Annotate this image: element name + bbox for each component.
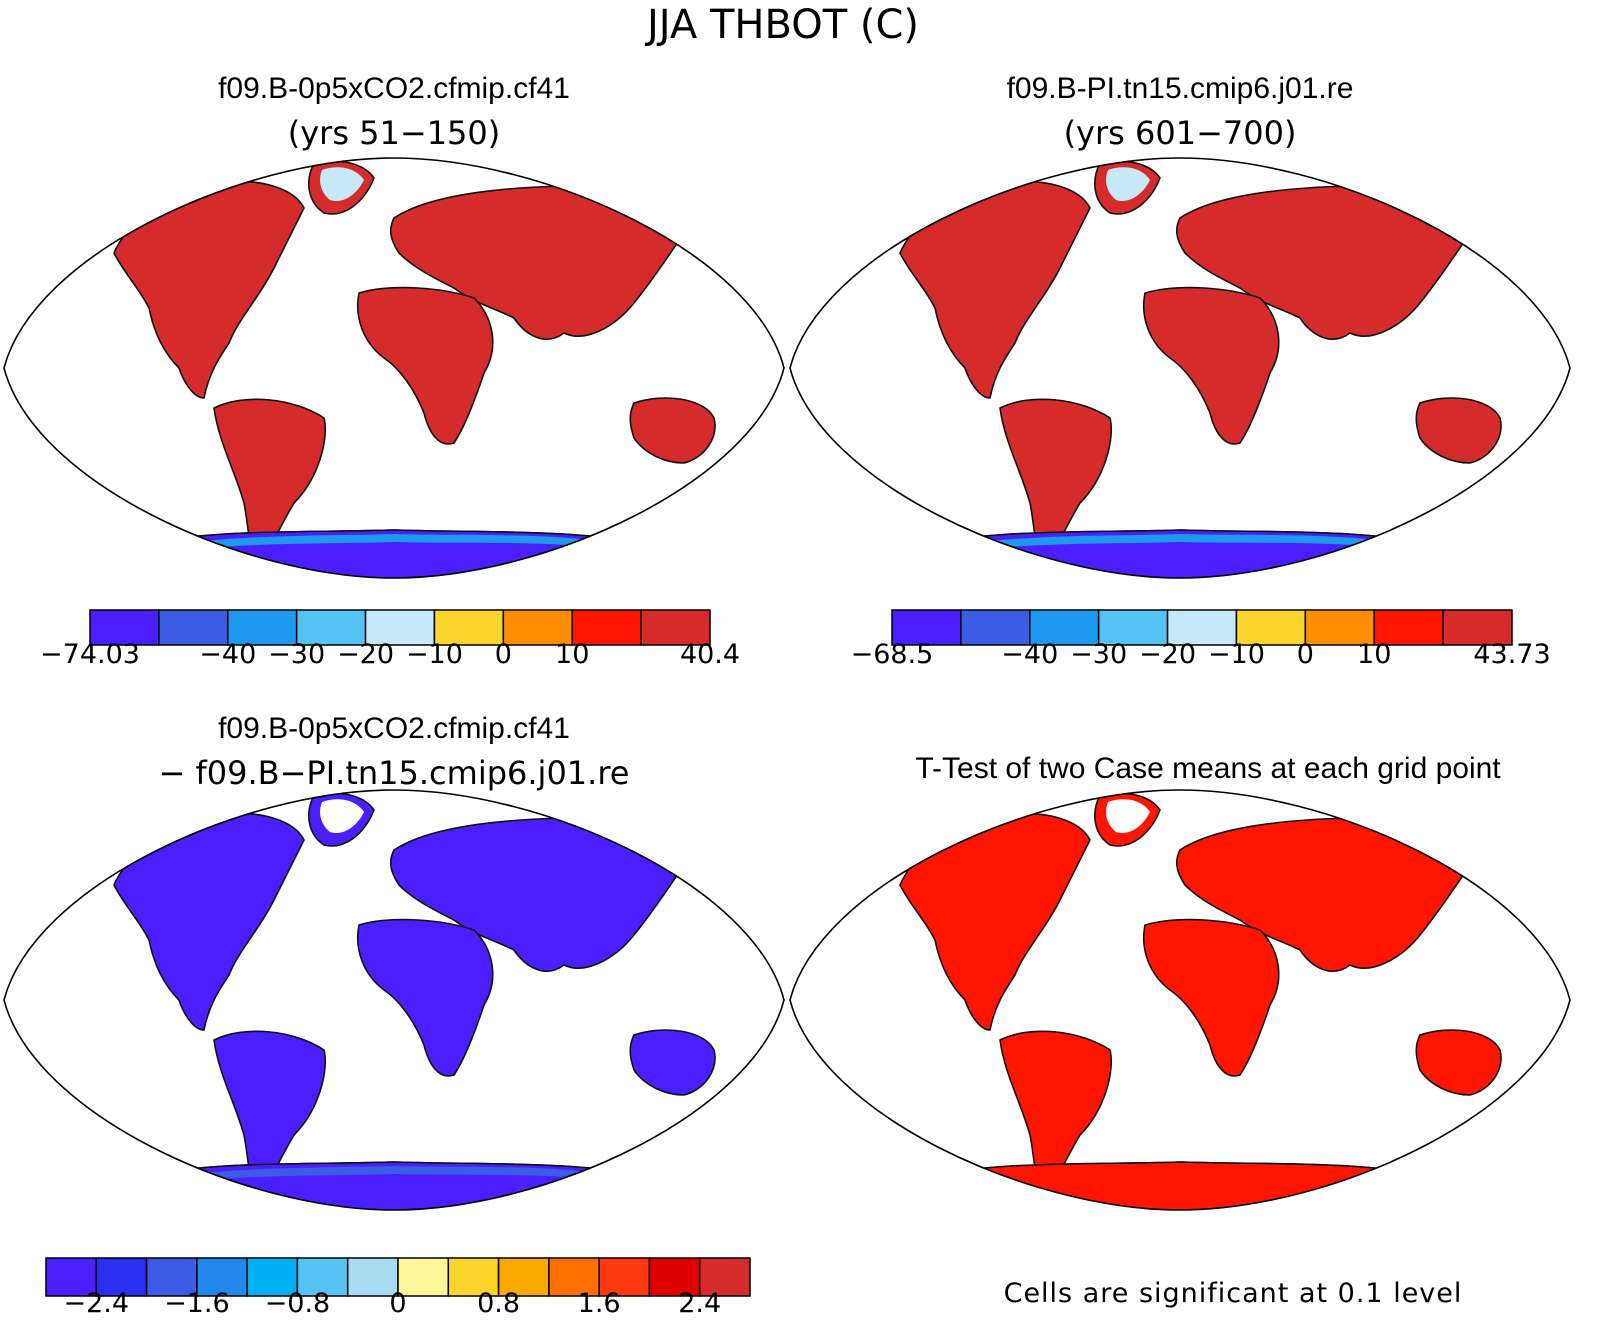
colorbar-cell [960, 609, 1031, 646]
colorbar-label: −10 [1208, 639, 1265, 670]
greenland-icecap [1106, 799, 1150, 834]
colorbar-label: 40.4 [680, 639, 740, 670]
colorbar-cell [497, 1257, 550, 1297]
colorbar-label: −2.4 [64, 1288, 130, 1319]
figure-title: JJA THBOT (C) [644, 2, 919, 48]
colorbar-diff: −2.4 −1.6 −0.8 0 0.8 1.6 2.4 [45, 1257, 751, 1319]
colorbar-label: −20 [337, 639, 394, 670]
colorbar-label: −30 [268, 639, 325, 670]
colorbar-label: −20 [1139, 639, 1196, 670]
panel-subtitle: − f09.B−PI.tn15.cmip6.j01.re [159, 754, 630, 792]
greenland-icecap [320, 167, 364, 202]
colorbar-cell [698, 1257, 751, 1297]
map-boundary [3, 157, 785, 579]
panel-case2: f09.B-PI.tn15.cmip6.j01.re (yrs 601−700) −… [789, 72, 1571, 670]
colorbar-label: −40 [1001, 639, 1058, 670]
map-case1 [3, 157, 785, 579]
colorbar-cell [1442, 609, 1513, 646]
colorbar-cell [89, 609, 160, 646]
antarctica-coast [184, 534, 624, 550]
colorbar-label: −68.5 [851, 639, 934, 670]
panel-title: f09.B-0p5xCO2.cfmip.cf41 [218, 72, 570, 105]
colorbar-label: −30 [1070, 639, 1127, 670]
colorbar-cell [1029, 609, 1100, 646]
colorbar-cell [640, 609, 711, 646]
map-boundary [789, 789, 1571, 1211]
map-diff [3, 789, 785, 1211]
colorbar-label: 10 [1357, 639, 1391, 670]
panel-title: f09.B-PI.tn15.cmip6.j01.re [1007, 72, 1354, 105]
colorbar-cell [1373, 609, 1444, 646]
greenland-icecap [1106, 167, 1150, 202]
colorbar-label: −40 [199, 639, 256, 670]
colorbar-label: 2.4 [678, 1288, 721, 1319]
colorbar-label: 0 [389, 1288, 406, 1319]
colorbar-cell [295, 609, 367, 646]
colorbar-label: 10 [555, 639, 589, 670]
colorbar-cell [95, 1257, 148, 1297]
map-ttest [789, 789, 1571, 1211]
colorbar-cell [598, 1257, 651, 1297]
antarctica-coast [970, 1166, 1410, 1182]
panel-case1: f09.B-0p5xCO2.cfmip.cf41 (yrs 51−150) −74.… [3, 72, 785, 670]
colorbar-cell [433, 609, 505, 646]
map-boundary [3, 789, 785, 1211]
colorbar-cell [571, 609, 642, 646]
map-case2 [789, 157, 1571, 579]
colorbar-cell [296, 1257, 349, 1297]
colorbar-cell [548, 1257, 600, 1297]
colorbar-label: −74.03 [40, 639, 140, 670]
significance-note: Cells are significant at 0.1 level [1004, 1278, 1463, 1309]
colorbar-cell [1235, 609, 1307, 646]
panel-subtitle: (yrs 51−150) [288, 114, 501, 152]
greenland-icecap [320, 799, 364, 834]
colorbar-case2: −68.5 −40 −30 −20 −10 0 10 43.73 [851, 609, 1551, 670]
colorbar-label: 0 [495, 639, 512, 670]
panel-subtitle: (yrs 601−700) [1064, 114, 1297, 152]
colorbar-label: −0.8 [265, 1288, 331, 1319]
colorbar-label: −10 [406, 639, 463, 670]
colorbar-label: −1.6 [164, 1288, 230, 1319]
colorbar-cell [364, 609, 436, 646]
colorbar-label: 1.6 [578, 1288, 621, 1319]
panel-diff: f09.B-0p5xCO2.cfmip.cf41 − f09.B−PI.tn15.… [3, 712, 785, 1319]
colorbar-cell [648, 1257, 701, 1297]
colorbar-cell [1304, 609, 1375, 646]
panel-title: T-Test of two Case means at each grid po… [915, 752, 1501, 785]
colorbar-cell [227, 609, 298, 646]
panel-title: f09.B-0p5xCO2.cfmip.cf41 [218, 712, 570, 745]
colorbar-cell [891, 609, 962, 646]
panel-ttest: T-Test of two Case means at each grid po… [789, 752, 1571, 1309]
colorbar-cell [1166, 609, 1238, 646]
antarctica-coast [184, 1166, 624, 1182]
map-boundary [789, 157, 1571, 579]
colorbar-cell [45, 1257, 98, 1297]
colorbar-cell [1097, 609, 1169, 646]
panels: f09.B-0p5xCO2.cfmip.cf41 (yrs 51−150) −74.… [3, 72, 1571, 1319]
colorbar-case1: −74.03 −40 −30 −20 −10 0 10 40.4 [40, 609, 740, 670]
colorbar-label: 0 [1297, 639, 1314, 670]
antarctica-coast [970, 534, 1410, 550]
colorbar-label: 0.8 [477, 1288, 520, 1319]
colorbar-cell [158, 609, 229, 646]
colorbar-label: 43.73 [1473, 639, 1550, 670]
